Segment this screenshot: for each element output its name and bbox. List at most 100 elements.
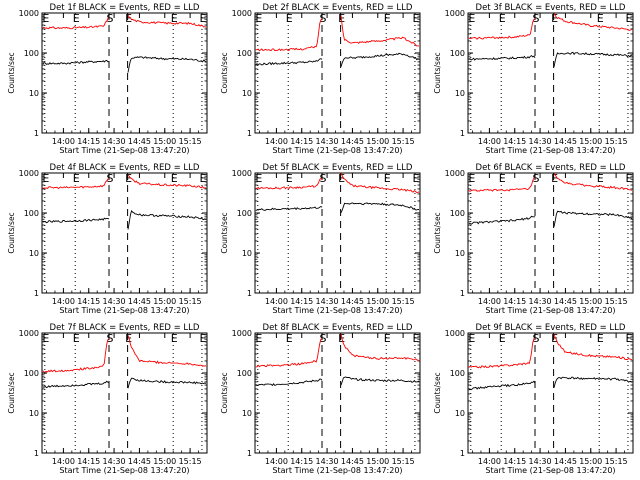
y-tick-label: 100 (450, 369, 465, 378)
x-tick-label: 14:15 (77, 457, 100, 466)
series-line-events (468, 51, 633, 68)
series-line-events (42, 56, 207, 73)
y-tick-label: 1000 (19, 9, 39, 18)
marker-label-E: E (73, 332, 80, 345)
marker-label-E: E (551, 12, 558, 25)
x-tick-label: 14:45 (554, 297, 577, 306)
x-tick-label: 15:15 (392, 297, 415, 306)
plot-frame (254, 12, 421, 134)
y-tick-label: 100 (450, 49, 465, 58)
marker-label-E: E (73, 12, 80, 25)
y-tick-label: 10 (455, 409, 465, 418)
y-tick-label: 10 (455, 249, 465, 258)
panel-det-2: Det 2f BLACK = Events, RED = LLD 1000 100 1… (220, 3, 421, 155)
y-tick-label: 1000 (445, 329, 465, 338)
x-tick-label: 14:30 (103, 457, 126, 466)
y-tick-label: 100 (237, 209, 252, 218)
x-tick-label: 14:00 (265, 297, 288, 306)
y-tick-label: 1 (460, 129, 465, 138)
x-tick-label: 15:15 (392, 137, 415, 146)
y-tick-label: 100 (237, 49, 252, 58)
x-axis-label: Start Time (21-Sep-08 13:47:20) (272, 466, 402, 475)
marker-label-E: E (171, 12, 178, 25)
x-tick-label: 14:00 (52, 297, 75, 306)
series-line-events (255, 202, 420, 213)
series-line-lld (42, 335, 207, 373)
marker-label-E: E (499, 12, 506, 25)
marker-label-E: E (171, 172, 178, 185)
panel-title: Det 8f BLACK = Events, RED = LLD (263, 323, 413, 333)
x-tick-label: 15:00 (153, 297, 176, 306)
marker-label-E: E (412, 332, 419, 345)
series-line-lld (255, 172, 420, 193)
x-tick-label: 15:15 (605, 297, 628, 306)
x-tick-label: 14:00 (265, 457, 288, 466)
x-tick-label: 14:15 (503, 297, 526, 306)
x-tick-label: 14:45 (341, 457, 364, 466)
x-tick-label: 15:00 (579, 457, 602, 466)
x-tick-label: 14:15 (503, 457, 526, 466)
marker-label-S: S (533, 332, 540, 345)
y-tick-label: 1 (460, 449, 465, 458)
y-tick-label: 100 (24, 369, 39, 378)
x-tick-label: 14:30 (316, 297, 339, 306)
marker-label-E: E (286, 332, 293, 345)
x-tick-label: 14:45 (341, 137, 364, 146)
x-tick-label: 14:15 (290, 297, 313, 306)
y-axis-label: Counts/sec (220, 212, 229, 253)
marker-label-E: E (255, 332, 262, 345)
x-tick-label: 14:15 (77, 297, 100, 306)
plot-frame (41, 332, 208, 454)
x-tick-label: 14:00 (52, 137, 75, 146)
marker-label-E: E (625, 332, 632, 345)
x-axis-label: Start Time (21-Sep-08 13:47:20) (272, 146, 402, 155)
panel-title: Det 2f BLACK = Events, RED = LLD (263, 3, 413, 13)
panel-title: Det 3f BLACK = Events, RED = LLD (476, 3, 626, 13)
x-tick-label: 14:00 (478, 457, 501, 466)
marker-label-S: S (320, 12, 327, 25)
x-tick-label: 14:00 (52, 457, 75, 466)
x-axis-label: Start Time (21-Sep-08 13:47:20) (59, 466, 189, 475)
y-axis-label: Counts/sec (433, 52, 442, 93)
marker-label-E: E (412, 12, 419, 25)
x-axis-label: Start Time (21-Sep-08 13:47:20) (485, 146, 615, 155)
marker-label-E: E (199, 12, 206, 25)
x-tick-label: 14:30 (529, 457, 552, 466)
plot-frame (467, 172, 634, 294)
x-tick-label: 15:15 (179, 137, 202, 146)
marker-label-E: E (125, 12, 132, 25)
y-tick-label: 10 (29, 89, 39, 98)
marker-label-E: E (384, 12, 391, 25)
x-tick-label: 14:45 (128, 297, 151, 306)
x-tick-label: 14:15 (290, 137, 313, 146)
series-line-lld (468, 333, 632, 369)
series-line-events (468, 210, 633, 227)
y-tick-label: 10 (29, 409, 39, 418)
marker-label-S: S (107, 12, 114, 25)
marker-label-E: E (597, 12, 604, 25)
marker-label-E: E (338, 172, 345, 185)
marker-label-E: E (286, 12, 293, 25)
x-tick-label: 15:15 (605, 457, 628, 466)
x-tick-label: 14:15 (290, 457, 313, 466)
y-tick-label: 1000 (232, 329, 252, 338)
x-tick-label: 15:15 (605, 137, 628, 146)
panel-title: Det 6f BLACK = Events, RED = LLD (476, 163, 626, 173)
x-tick-label: 15:00 (579, 297, 602, 306)
y-tick-label: 10 (242, 89, 252, 98)
y-tick-label: 1 (247, 129, 252, 138)
x-tick-label: 15:00 (579, 137, 602, 146)
series-line-events (468, 376, 633, 391)
marker-label-E: E (468, 172, 475, 185)
marker-label-E: E (199, 332, 206, 345)
marker-label-E: E (499, 172, 506, 185)
y-tick-label: 1000 (19, 169, 39, 178)
y-tick-label: 10 (242, 249, 252, 258)
x-tick-label: 14:45 (554, 137, 577, 146)
x-tick-label: 14:30 (103, 137, 126, 146)
marker-label-E: E (42, 332, 49, 345)
x-tick-label: 14:30 (316, 457, 339, 466)
marker-label-E: E (468, 332, 475, 345)
marker-label-E: E (384, 332, 391, 345)
marker-label-E: E (625, 12, 632, 25)
